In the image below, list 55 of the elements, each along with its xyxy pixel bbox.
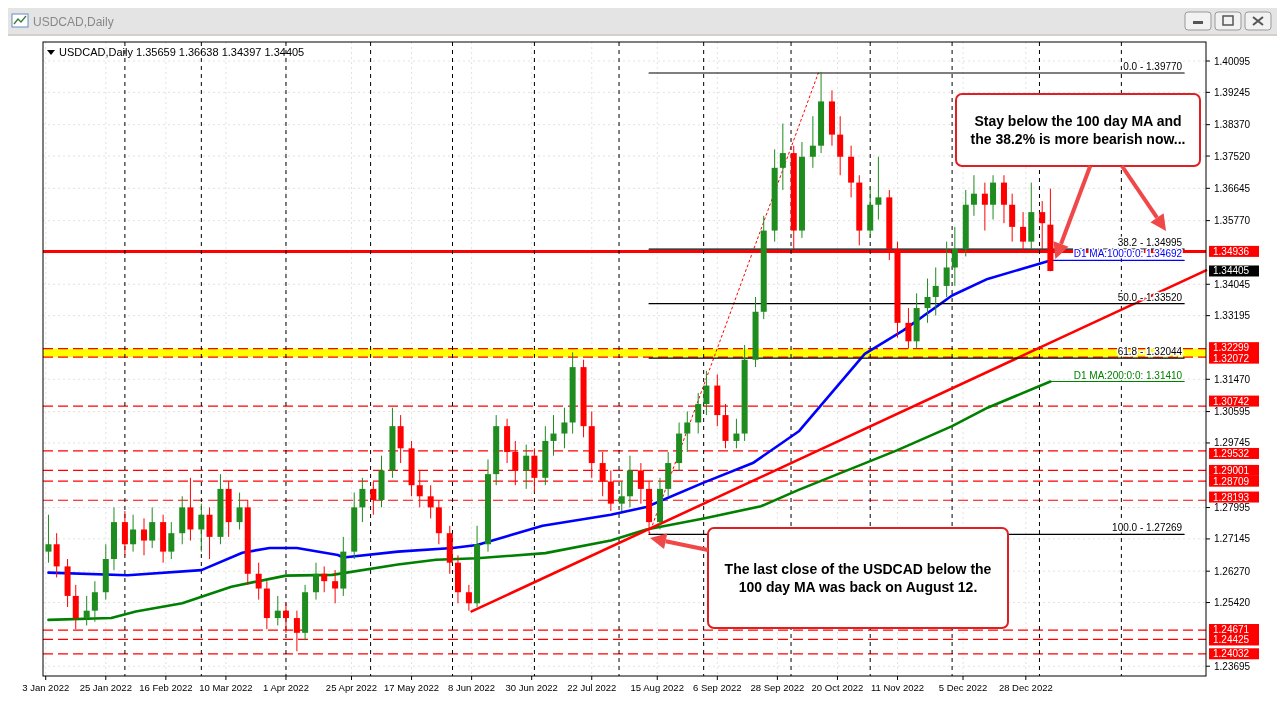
series-label: 50.0 - 1.33520 <box>1117 291 1183 303</box>
series-label: 100.0 - 1.27269 <box>1112 522 1183 534</box>
chart-title: USDCAD,Daily <box>33 15 114 29</box>
series-label: D1 MA:200:0:0: 1.31410 <box>1073 369 1183 381</box>
y-tick-label: 1.30595 <box>1214 406 1251 418</box>
x-tick-label: 17 May 2022 <box>384 682 440 693</box>
x-tick-label: 16 Feb 2022 <box>139 682 193 693</box>
x-tick-label: 1 Apr 2022 <box>262 682 309 693</box>
ref-line-label: 1.24032 <box>1213 648 1250 660</box>
ref-line-label: 1.32072 <box>1213 352 1250 364</box>
y-tick-label: 1.33195 <box>1214 310 1251 322</box>
annotation: Stay below the 100 day MA and the 38.2% is more bearish now... <box>970 113 1186 147</box>
ref-line-label: 1.34936 <box>1213 245 1250 257</box>
x-tick-label: 25 Jan 2022 <box>79 682 132 693</box>
ref-line-label: 1.24671 <box>1213 623 1250 635</box>
y-tick-label: 1.34045 <box>1214 278 1251 290</box>
y-tick-label: 1.25420 <box>1214 597 1251 609</box>
x-tick-label: 8 Jun 2022 <box>448 682 496 693</box>
ref-line-label: 1.24425 <box>1213 634 1250 646</box>
y-tick-label: 1.27995 <box>1214 502 1251 514</box>
x-tick-label: 28 Dec 2022 <box>998 682 1053 693</box>
x-tick-label: 6 Sep 2022 <box>693 682 742 693</box>
series-label: 0.0 - 1.39770 <box>1123 61 1183 72</box>
ref-line-label: 1.28709 <box>1213 475 1250 487</box>
y-tick-label: 1.23695 <box>1214 660 1251 672</box>
annotation: The last close of the USDCAD below the 100 day MA was back on August 12. <box>724 561 992 595</box>
ref-line-label: 1.30742 <box>1213 395 1250 407</box>
y-tick-label: 1.27145 <box>1214 533 1251 545</box>
y-tick-label: 1.36645 <box>1214 182 1251 194</box>
y-tick-label: 1.39245 <box>1214 86 1251 98</box>
x-tick-label: 15 Aug 2022 <box>630 682 684 693</box>
ref-line-label: 1.29532 <box>1213 447 1250 459</box>
text: 1.34405 <box>1213 265 1250 277</box>
x-tick-label: 25 Apr 2022 <box>325 682 378 693</box>
x-tick-label: 20 Oct 2022 <box>811 682 864 693</box>
y-tick-label: 1.37520 <box>1214 150 1251 162</box>
ref-line-label: 1.29001 <box>1213 464 1250 476</box>
x-tick-label: 30 Jun 2022 <box>505 682 558 693</box>
x-tick-label: 28 Sep 2022 <box>750 682 805 693</box>
x-tick-label: 22 Jul 2022 <box>567 682 617 693</box>
x-tick-label: 10 Mar 2022 <box>199 682 253 693</box>
y-tick-label: 1.26270 <box>1214 565 1251 577</box>
y-tick-label: 1.40095 <box>1214 55 1251 67</box>
y-tick-label: 1.38370 <box>1214 119 1251 131</box>
y-tick-label: 1.35770 <box>1214 215 1251 227</box>
series-label: 38.2 - 1.34995 <box>1117 237 1183 249</box>
ref-line-label: 1.32299 <box>1213 342 1250 354</box>
y-tick-label: 1.29745 <box>1214 437 1251 449</box>
series-label: 61.8 - 1.32044 <box>1117 346 1183 358</box>
chart-subtitle: USDCAD,Daily 1.35659 1.36638 1.34397 1.34405 <box>59 46 305 58</box>
x-tick-label: 11 Nov 2022 <box>870 682 925 693</box>
x-tick-label: 3 Jan 2022 <box>22 682 70 693</box>
ref-line-label: 1.28193 <box>1213 491 1250 503</box>
y-tick-label: 1.31470 <box>1214 373 1251 385</box>
x-tick-label: 5 Dec 2022 <box>938 682 988 693</box>
